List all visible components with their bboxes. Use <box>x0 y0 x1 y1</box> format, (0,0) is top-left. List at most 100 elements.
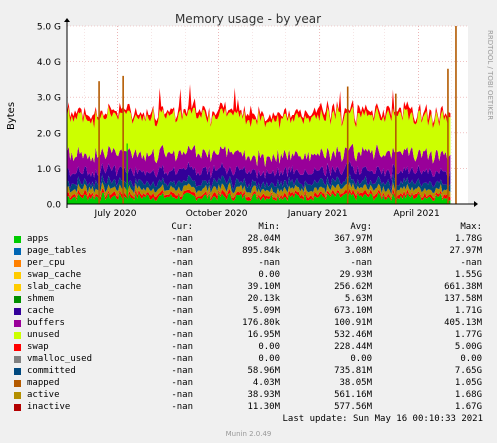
legend-max-value: 1.78G <box>454 234 482 244</box>
legend-cur-value: -nan <box>171 246 193 256</box>
layer-slab <box>67 160 451 191</box>
legend-max-value: 27.97M <box>449 246 482 256</box>
y-tick-label: 5.0 G <box>37 23 61 33</box>
legend-max-value: 1.55G <box>454 270 482 280</box>
legend-avg-value: 38.05M <box>339 378 372 388</box>
legend-avg-value: 561.16M <box>334 390 372 400</box>
legend-min-value: 895.84k <box>242 246 280 256</box>
legend-max-value: 5.00G <box>454 342 482 352</box>
legend-avg-value: 256.62M <box>334 282 372 292</box>
legend-cur-value: -nan <box>171 294 193 304</box>
legend-max-value: 1.67G <box>454 402 482 412</box>
legend-min-value: 0.00 <box>258 342 280 352</box>
y-tick-label: 2.0 G <box>37 129 61 139</box>
legend-swatch <box>14 392 21 399</box>
rrdtool-credit: RRDTOOL / TOBI OETIKER <box>486 30 494 120</box>
legend-cur-value: -nan <box>171 354 193 364</box>
legend-swatch <box>14 296 21 303</box>
legend-name: per_cpu <box>27 258 65 268</box>
legend-cur-value: -nan <box>171 318 193 328</box>
legend-name: mapped <box>27 378 60 388</box>
legend-cur-value: -nan <box>171 366 193 376</box>
layer-cache <box>67 105 451 168</box>
legend-swatch <box>14 404 21 411</box>
legend-avg-value: 673.10M <box>334 306 372 316</box>
legend-min-value: 0.00 <box>258 354 280 364</box>
x-tick-label: October 2020 <box>186 209 248 219</box>
x-tick-label: April 2021 <box>393 209 439 219</box>
chart-title: Memory usage - by year <box>175 12 321 26</box>
legend-cur-value: -nan <box>171 306 193 316</box>
legend-row-mapped: mapped -nan 4.03M 38.05M 1.05G <box>0 378 497 390</box>
legend-row-cache: cache -nan 5.09M 673.10M 1.71G <box>0 306 497 318</box>
legend-min-value: 0.00 <box>258 270 280 280</box>
area-series <box>67 26 457 204</box>
legend-max-value: 1.77G <box>454 330 482 340</box>
x-tick-label: July 2020 <box>94 209 137 219</box>
last-update: Last update: Sun May 16 00:10:33 2021 <box>282 414 483 424</box>
legend-cur-value: -nan <box>171 234 193 244</box>
layer-buffers <box>67 143 451 181</box>
y-axis-arrow <box>64 18 70 22</box>
legend-name: vmalloc_used <box>27 354 93 364</box>
legend-swatch <box>14 344 21 351</box>
legend-row-per-cpu: per_cpu -nan -nan -nan -nan <box>0 258 497 270</box>
legend-name: buffers <box>27 318 65 328</box>
legend-min-value: 5.09M <box>252 306 280 316</box>
legend-min-value: 4.03M <box>252 378 280 388</box>
legend-name: slab_cache <box>27 282 82 292</box>
legend-avg-value: 228.44M <box>334 342 372 352</box>
legend-avg-value: 367.97M <box>334 234 372 244</box>
legend-name: shmem <box>27 294 55 304</box>
header-avg: Avg: <box>350 222 372 232</box>
legend-cur-value: -nan <box>171 282 193 292</box>
legend-max-value: 405.13M <box>444 318 482 328</box>
x-axis-arrow <box>474 201 478 207</box>
legend-swatch <box>14 236 21 243</box>
legend-swatch <box>14 308 21 315</box>
legend-avg-value: 5.63M <box>344 294 372 304</box>
axes <box>64 18 478 208</box>
layer-active <box>67 181 451 200</box>
y-tick-labels: 0.0 1.0 G 2.0 G 3.0 G 4.0 G 5.0 G <box>37 23 61 211</box>
legend-min-value: 176.80k <box>242 318 280 328</box>
legend-swatch <box>14 368 21 375</box>
generator-label: Munin 2.0.49 <box>225 430 272 438</box>
legend-max-value: 137.58M <box>444 294 482 304</box>
legend-cur-value: -nan <box>171 330 193 340</box>
legend-swatch <box>14 356 21 363</box>
header-min: Min: <box>258 222 280 232</box>
header-cur: Cur: <box>171 222 193 232</box>
legend-row-buffers: buffers -nan 176.80k 100.91M 405.13M <box>0 318 497 330</box>
legend-row-slab-cache: slab_cache -nan 39.10M 256.62M 661.38M <box>0 282 497 294</box>
y-tick-label: 0.0 <box>47 201 62 211</box>
legend-name: unused <box>27 330 60 340</box>
y-tick-label: 4.0 G <box>37 58 61 68</box>
y-tick-label: 3.0 G <box>37 94 61 104</box>
legend-swatch <box>14 284 21 291</box>
legend-avg-value: 532.46M <box>334 330 372 340</box>
legend-min-value: 39.10M <box>247 282 280 292</box>
legend-max-value: -nan <box>460 258 482 268</box>
legend-avg-value: 0.00 <box>350 354 372 364</box>
legend-name: cache <box>27 306 55 316</box>
legend-row-apps: apps -nan 28.04M 367.97M 1.78G <box>0 234 497 246</box>
legend-swatch <box>14 320 21 327</box>
header-max: Max: <box>460 222 482 232</box>
legend-swatch <box>14 380 21 387</box>
legend-avg-value: 577.56M <box>334 402 372 412</box>
x-tick-label: January 2021 <box>287 209 348 219</box>
legend-min-value: 58.96M <box>247 366 280 376</box>
x-tick-labels: July 2020 October 2020 January 2021 April 2… <box>94 209 440 219</box>
legend-max-value: 1.68G <box>454 390 482 400</box>
legend-row-committed: committed -nan 58.96M 735.81M 7.65G <box>0 366 497 378</box>
legend-swatch <box>14 248 21 255</box>
legend-max-value: 1.05G <box>454 378 482 388</box>
legend-cur-value: -nan <box>171 402 193 412</box>
legend-cur-value: -nan <box>171 258 193 268</box>
legend-name: active <box>27 390 60 400</box>
legend-name: apps <box>27 234 49 244</box>
legend-name: inactive <box>27 402 71 412</box>
layer-apps <box>67 192 451 204</box>
legend-cur-value: -nan <box>171 342 193 352</box>
